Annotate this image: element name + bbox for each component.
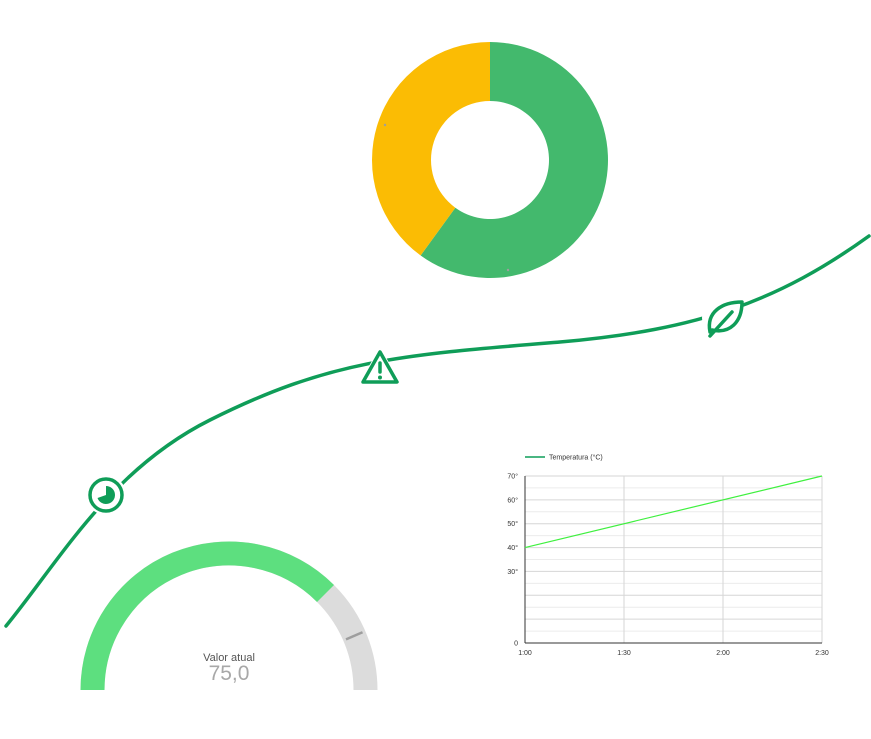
y-tick-label: 50° [507,520,518,528]
gauge-label: Valor atual [203,652,255,664]
line-chart-series [524,475,823,549]
y-tick-label: 60° [507,496,518,504]
donut-slices [371,42,608,278]
y-tick-label: 70° [507,473,518,481]
warning-icon [358,347,402,385]
x-tick-label: 2:30 [815,650,829,657]
x-tick-label: 2:00 [716,650,730,657]
donut-label-dot [506,268,510,272]
leaf-icon [702,296,746,340]
x-tick-label: 1:00 [518,650,532,657]
y-tick-label: 30° [507,568,518,576]
legend-label: Temperatura (°C) [549,454,603,462]
timer-icon [86,475,126,515]
x-tick-label: 1:30 [617,650,631,657]
gauge-fill [80,541,334,691]
gauge-marker [345,631,364,641]
gauge-value: 75,0 [208,662,250,685]
line-chart-legend: Temperatura (°C) [525,454,603,462]
donut-slice-1 [371,42,490,256]
donut-label-dot [383,123,387,127]
series-line-0 [524,475,823,549]
y-tick-label: 0 [514,641,518,648]
gauge-arcs [80,541,378,691]
donut-slice-0 [420,42,608,278]
line-chart-grid [524,475,823,644]
y-tick-label: 40° [507,544,518,552]
line-chart-ticks: 0 30° 40° 50° 60° 70° 1:00 1:30 2:00 2:30 [507,473,829,658]
